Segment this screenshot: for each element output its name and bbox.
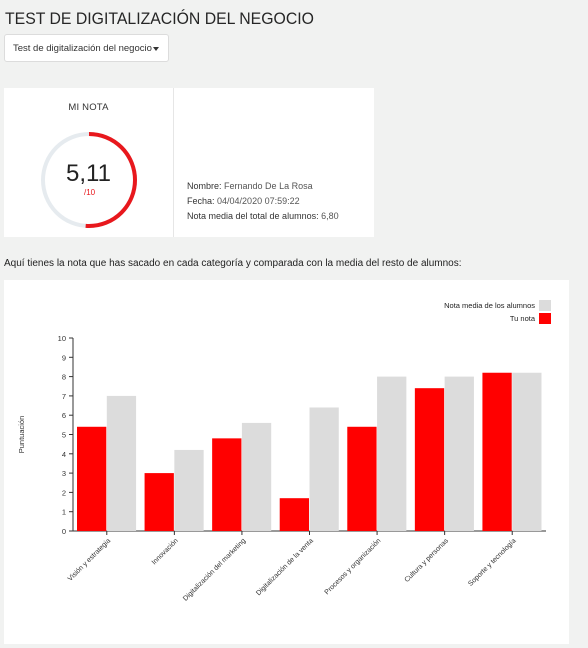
score-value: 5,11 bbox=[66, 160, 111, 187]
average-label: Nota media del total de alumnos: bbox=[187, 211, 319, 221]
y-tick-label: 0 bbox=[62, 527, 66, 536]
chart-card: 0 1 2 3 4 5 6 7 8 9 10 Puntuación Visión y estrategi… bbox=[4, 280, 569, 644]
x-tick-label: Procesos y organización bbox=[324, 537, 383, 596]
legend-label-tu-nota: Tu nota bbox=[510, 314, 536, 323]
bar-media-alumnos bbox=[512, 372, 542, 531]
intro-text: Aquí tienes la nota que has sacado en ca… bbox=[4, 258, 462, 269]
page-title: TEST DE DIGITALIZACIÓN DEL NEGOCIO bbox=[5, 9, 314, 28]
score-gauge bbox=[41, 132, 137, 228]
test-selector-value: Test de digitalización del negocio bbox=[13, 42, 152, 54]
x-tick-label: Visión y estrategia bbox=[67, 537, 112, 582]
name-row: Nombre: Fernando De La Rosa bbox=[187, 179, 339, 194]
x-tick-label: Innovación bbox=[151, 537, 180, 566]
y-tick-label: 9 bbox=[62, 353, 66, 362]
score-max: /10 bbox=[84, 188, 96, 197]
name-label: Nombre: bbox=[187, 181, 222, 191]
bar-tu-nota bbox=[347, 426, 377, 531]
test-selector[interactable]: Test de digitalización del negocio bbox=[4, 34, 169, 62]
average-row: Nota media del total de alumnos: 6,80 bbox=[187, 209, 339, 224]
y-tick-label: 1 bbox=[62, 508, 66, 517]
mi-nota-label: MI NOTA bbox=[68, 102, 109, 113]
y-tick-label: 2 bbox=[62, 488, 66, 497]
y-tick-label: 10 bbox=[58, 334, 66, 343]
date-value: 04/04/2020 07:59:22 bbox=[217, 196, 300, 206]
score-card: MI NOTA 5,11 /10 Nombre: Fernando De La … bbox=[4, 88, 374, 237]
bar-media-alumnos bbox=[377, 376, 407, 531]
y-tick-label: 6 bbox=[62, 411, 66, 420]
x-tick-label: Digitalización del marketing bbox=[182, 537, 247, 602]
x-tick-label: Cultura y personas bbox=[404, 537, 451, 584]
legend-swatch-media bbox=[539, 300, 551, 311]
bar-media-alumnos bbox=[174, 449, 204, 531]
y-tick-label: 8 bbox=[62, 373, 66, 382]
y-tick-label: 4 bbox=[62, 450, 66, 459]
y-tick-label: 5 bbox=[62, 431, 66, 440]
bar-tu-nota bbox=[212, 438, 242, 531]
student-info: Nombre: Fernando De La Rosa Fecha: 04/04… bbox=[187, 179, 339, 224]
bar-media-alumnos bbox=[309, 407, 339, 531]
average-value: 6,80 bbox=[321, 211, 339, 221]
category-bar-chart: 0 1 2 3 4 5 6 7 8 9 10 Puntuación Visión y estrategi… bbox=[17, 300, 551, 603]
x-tick-label: Digitalización de la venta bbox=[255, 537, 315, 597]
bar-media-alumnos bbox=[241, 422, 272, 531]
date-row: Fecha: 04/04/2020 07:59:22 bbox=[187, 194, 339, 209]
y-tick-label: 3 bbox=[62, 469, 66, 478]
bar-tu-nota bbox=[482, 372, 512, 531]
date-label: Fecha: bbox=[187, 196, 215, 206]
x-tick-label: Soporte y tecnología bbox=[467, 537, 517, 587]
name-value: Fernando De La Rosa bbox=[224, 181, 313, 191]
gauge-progress bbox=[41, 132, 137, 228]
bar-tu-nota bbox=[144, 473, 174, 531]
card-divider bbox=[173, 88, 174, 237]
bar-tu-nota bbox=[77, 426, 107, 531]
y-tick-label: 7 bbox=[62, 392, 66, 401]
bar-media-alumnos bbox=[444, 376, 474, 531]
legend-swatch-tu-nota bbox=[539, 313, 551, 324]
legend-label-media: Nota media de los alumnos bbox=[444, 301, 535, 310]
bar-tu-nota bbox=[414, 388, 445, 531]
bar-tu-nota bbox=[279, 498, 309, 531]
bar-media-alumnos bbox=[106, 395, 137, 531]
caret-down-icon bbox=[153, 47, 159, 51]
y-axis-label: Puntuación bbox=[17, 416, 26, 454]
